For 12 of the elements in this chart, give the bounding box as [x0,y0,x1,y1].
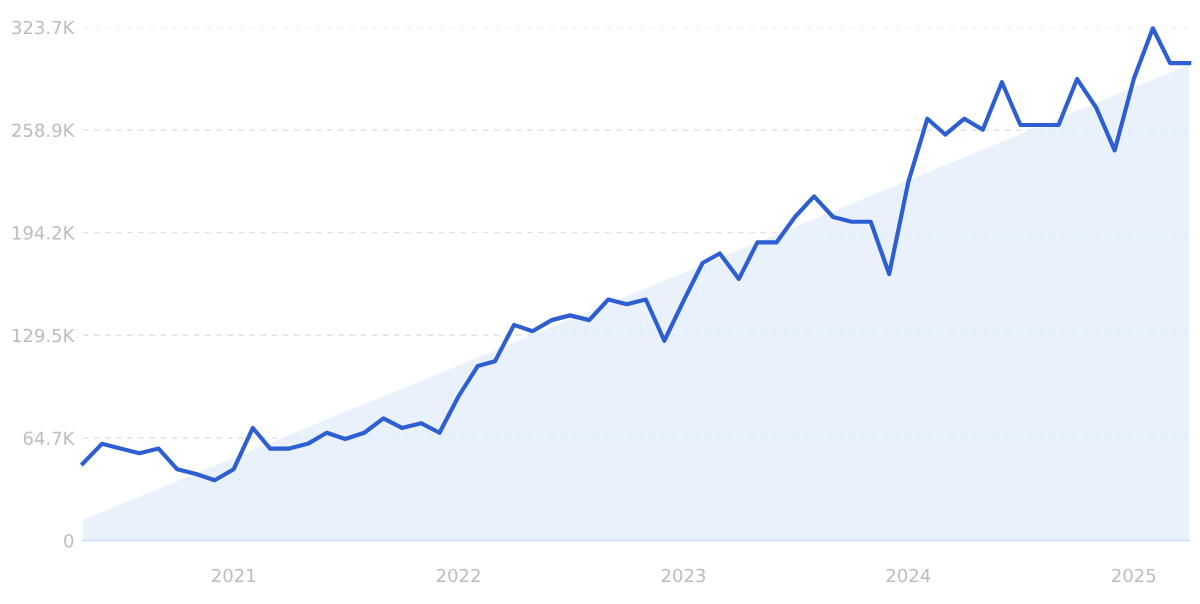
y-tick-label: 194.2K [12,226,75,240]
x-tick-label: 2024 [886,568,931,583]
x-tick-label: 2022 [436,568,480,583]
x-tick-label: 2021 [212,568,256,583]
line-series [80,26,1192,483]
y-tick-label: 0 [64,534,74,548]
x-tick-label: 2023 [661,568,705,583]
y-tick-label: 323.7K [12,20,75,35]
y-tick-label: 258.9K [12,123,75,138]
y-tick-label: 64.7K [23,431,75,446]
x-tick-label: 2025 [1112,568,1156,583]
y-tick-label: 129.5K [12,328,75,343]
